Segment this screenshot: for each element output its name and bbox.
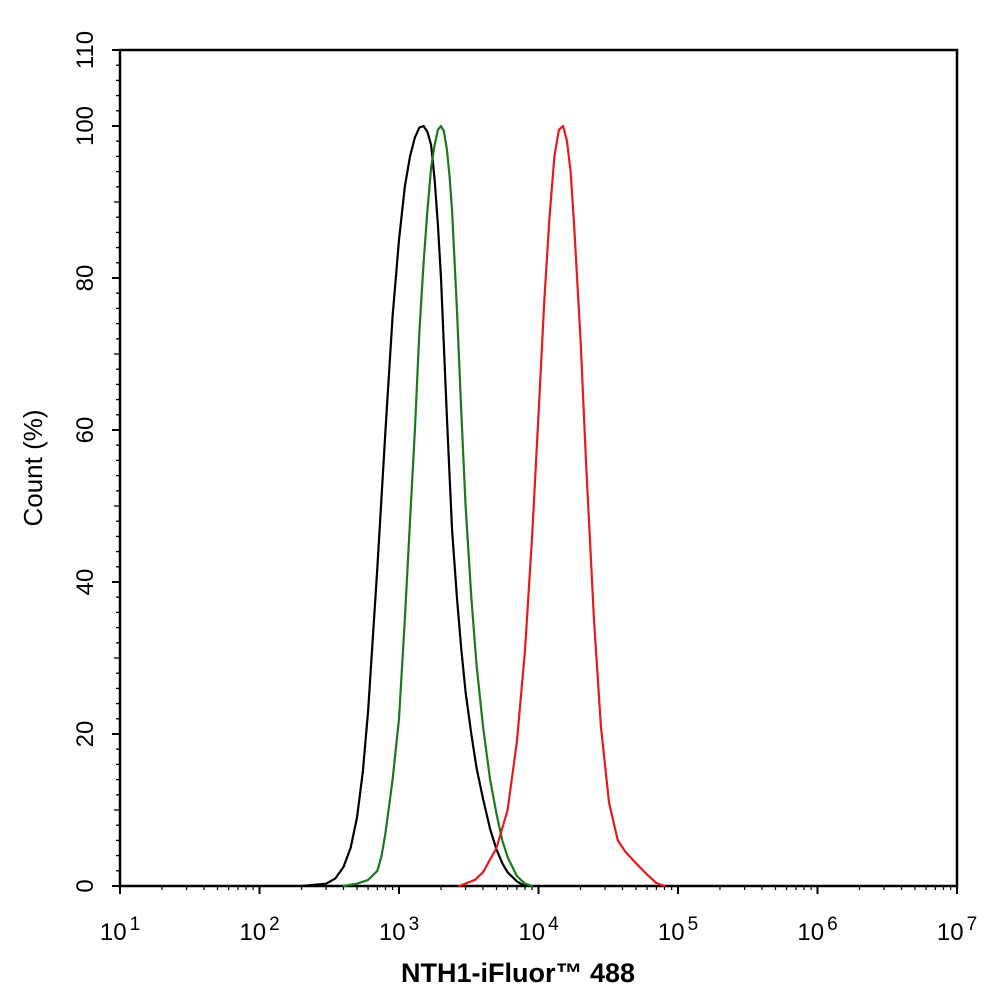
x-axis-ticks [119, 886, 958, 894]
x-tick-label: 10 6 [797, 914, 837, 946]
x-tick-label: 10 7 [937, 914, 977, 946]
x-tick-label: 10 5 [658, 914, 698, 946]
histogram-series-1 [300, 124, 527, 888]
x-tick-label: 10 3 [379, 914, 419, 946]
y-axis-ticks [112, 49, 120, 887]
x-axis-title: NTH1-iFluor™ 488 [401, 958, 635, 988]
y-tick-label: 60 [72, 417, 99, 444]
x-axis-tick-labels: 10 1 10 2 10 3 10 4 10 5 10 6 10 7 [100, 914, 977, 946]
y-tick-label: 20 [72, 721, 99, 748]
y-axis-title: Count (%) [18, 409, 48, 526]
x-tick-label: 10 2 [239, 914, 279, 946]
y-tick-label: 100 [72, 106, 99, 146]
x-tick-label: 10 4 [518, 914, 559, 946]
histogram-series-3 [458, 124, 666, 888]
y-axis-tick-labels: 0 20 40 60 80 100 110 [72, 31, 99, 893]
histogram-series [300, 124, 666, 888]
y-tick-label: 40 [72, 569, 99, 596]
histogram-series-2 [342, 124, 534, 888]
y-tick-label: 80 [72, 265, 99, 292]
x-tick-label: 10 1 [100, 914, 140, 946]
y-tick-label: 0 [72, 879, 99, 892]
plot-area-frame [118, 48, 959, 888]
y-tick-label: 110 [72, 31, 99, 69]
